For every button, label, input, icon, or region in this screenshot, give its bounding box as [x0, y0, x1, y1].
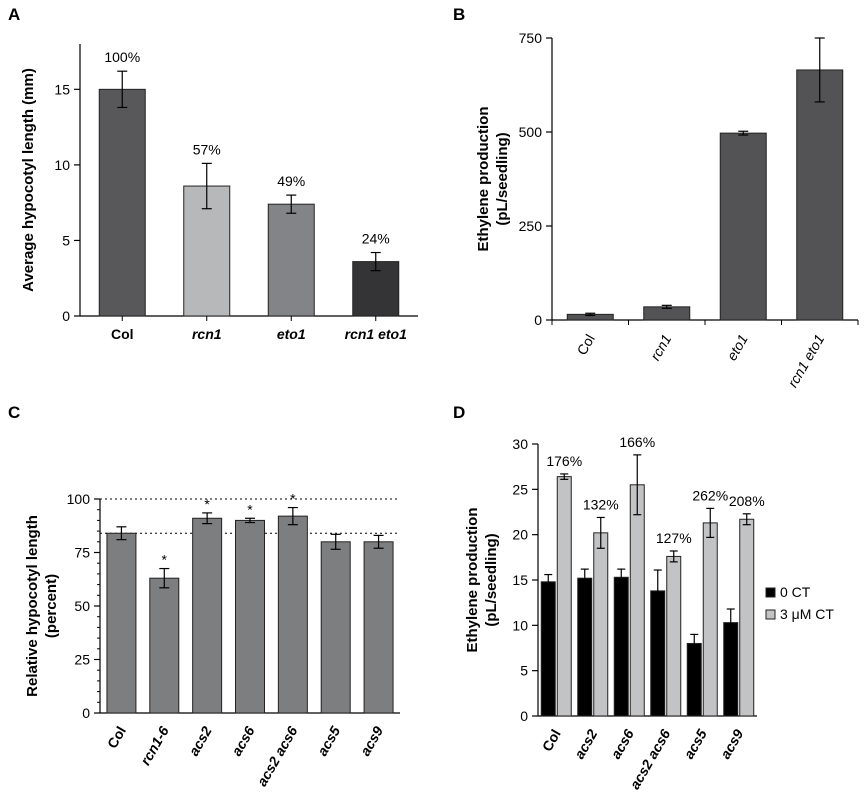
percent-label: 132% [583, 496, 619, 512]
panel-letter-c: C [8, 403, 20, 422]
bar-0-ct [540, 581, 556, 717]
percent-label: 49% [277, 173, 305, 189]
chart-panel-d: 0 5 10 15 20 25 30 Ethylene production (pL/seedl… [464, 434, 834, 792]
x-tick-label: rcn1 [647, 332, 674, 364]
bar [267, 203, 315, 317]
panel-letter-a: A [8, 5, 20, 24]
bar-0-ct [613, 576, 629, 717]
bar [106, 532, 137, 714]
x-tick-label: eto1 [277, 326, 306, 342]
y-tick-label: 50 [74, 598, 90, 614]
bar-3um-ct [666, 555, 682, 717]
x-tick-label: rcn1-6 [137, 723, 172, 768]
percent-label: 166% [619, 434, 655, 450]
y-tick-label: 20 [512, 527, 528, 543]
x-tick-label: Col [104, 724, 129, 752]
y-tick-label: 500 [519, 124, 543, 140]
bar [719, 132, 767, 321]
x-tick-label: acs5 [314, 723, 344, 758]
x-tick-label: acs2 [571, 726, 601, 761]
percent-label: 127% [656, 530, 692, 546]
x-tick-label: acs6 [607, 726, 637, 761]
percent-label: 208% [729, 493, 765, 509]
x-tick-label: acs9 [357, 723, 387, 758]
y-tick-label: 25 [512, 481, 528, 497]
legend-label: 3 μM CT [780, 606, 834, 622]
significance-marker: * [247, 501, 253, 517]
significance-marker: * [204, 496, 210, 512]
bar-3um-ct [593, 532, 609, 717]
bar [320, 541, 351, 714]
y-tick-label: 100 [67, 491, 91, 507]
bar-0-ct [577, 577, 593, 717]
chart-panel-c: 0 25 50 75 100 Relative hypocotyl length (perc… [24, 491, 400, 789]
legend-swatch [765, 609, 776, 620]
bar-0-ct [686, 642, 702, 717]
percent-label: 100% [104, 49, 140, 65]
legend-label: 0 CT [780, 584, 811, 600]
percent-label: 176% [546, 453, 582, 469]
y-tick-label: 5 [520, 663, 528, 679]
y-tick-label: 30 [512, 436, 528, 452]
y-axis-title: (pL/seedling) [494, 132, 511, 225]
percent-label: 24% [362, 231, 390, 247]
bar-3um-ct [556, 476, 572, 717]
x-tick-label: rcn1 [192, 326, 222, 342]
y-tick-label: 5 [62, 232, 70, 248]
legend-swatch [765, 587, 776, 598]
panel-letter-b: B [453, 5, 465, 24]
bar [363, 541, 394, 714]
bar [796, 69, 844, 321]
x-tick-label: Col [539, 727, 564, 755]
percent-label: 57% [193, 141, 221, 157]
bar [192, 517, 223, 714]
y-tick-label: 250 [519, 218, 543, 234]
y-axis-title: Ethylene production [475, 106, 492, 251]
significance-marker: * [290, 491, 296, 507]
chart-panel-b: 0 250 500 750 Ethylene production (pL/seedlin… [475, 30, 859, 391]
y-tick-label: 10 [54, 157, 70, 173]
x-tick-label: rcn1 eto1 [784, 332, 827, 391]
bar-3um-ct [702, 522, 718, 717]
chart-panel-a: 0 5 10 15 Average hypocotyl length (mm) 100% C… [20, 44, 418, 342]
y-axis-title: Ethylene production [464, 507, 481, 652]
significance-marker: * [162, 552, 168, 568]
x-tick-label: acs5 [680, 726, 710, 761]
percent-label: 262% [692, 487, 728, 503]
bar [149, 577, 180, 714]
panel-letter-d: D [453, 403, 465, 422]
x-tick-label: rcn1 eto1 [345, 326, 407, 342]
y-tick-label: 15 [512, 572, 528, 588]
bar [277, 515, 308, 714]
x-tick-label: Col [573, 332, 597, 358]
bar-3um-ct [629, 484, 645, 717]
y-axis-title: (percent) [43, 574, 60, 638]
y-axis-title: Relative hypocotyl length [24, 515, 41, 697]
x-tick-label: acs6 [228, 723, 258, 758]
y-tick-label: 0 [534, 312, 542, 328]
y-tick-label: 10 [512, 617, 528, 633]
bar-3um-ct [739, 518, 755, 717]
y-tick-label: 0 [82, 705, 90, 721]
x-tick-label: acs2 [185, 723, 215, 758]
x-tick-label: acs9 [717, 726, 747, 761]
y-tick-label: 25 [74, 652, 90, 668]
bar [98, 88, 146, 317]
y-tick-label: 750 [519, 30, 543, 46]
y-tick-label: 0 [520, 708, 528, 724]
y-tick-label: 75 [74, 545, 90, 561]
x-tick-label: Col [111, 326, 134, 342]
y-axis-title: (pL/seedling) [483, 533, 500, 626]
bar [235, 519, 265, 714]
x-tick-label: eto1 [723, 332, 750, 364]
y-axis-title: Average hypocotyl length (mm) [20, 68, 37, 292]
x-tick-label: acs2 acs6 [254, 723, 301, 788]
y-tick-label: 15 [54, 81, 70, 97]
y-tick-label: 0 [62, 308, 70, 324]
